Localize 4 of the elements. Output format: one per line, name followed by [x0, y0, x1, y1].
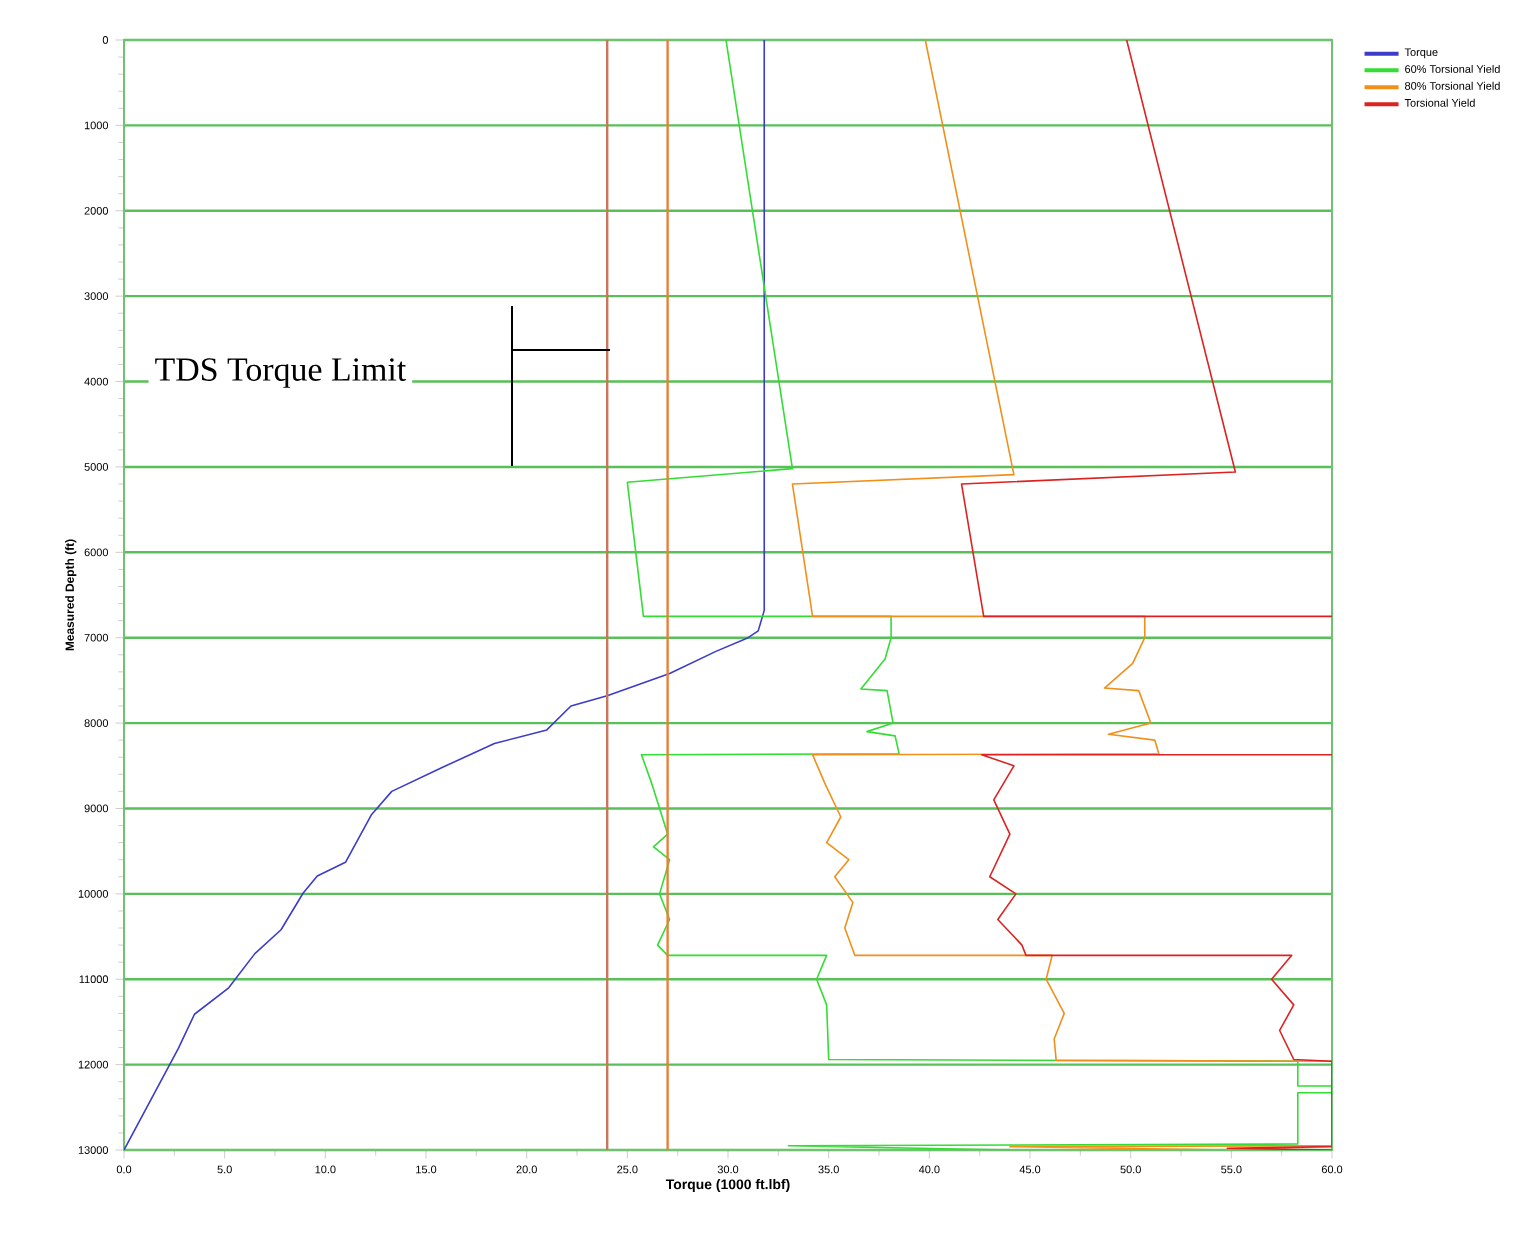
line-series — [626, 40, 1333, 1151]
line-series — [791, 40, 1333, 1151]
line-series — [124, 40, 766, 1151]
annotation: TDS Torque Limit — [155, 358, 407, 388]
